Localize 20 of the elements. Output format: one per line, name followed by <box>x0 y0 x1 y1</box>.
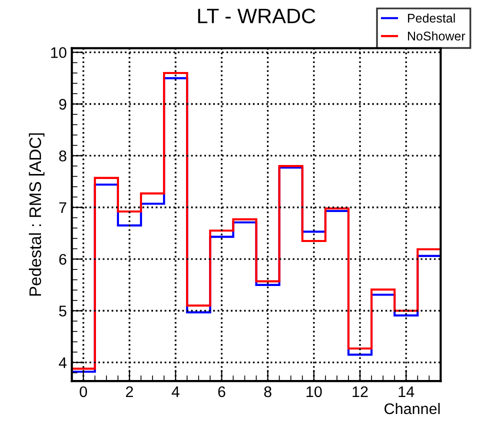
y-tick-label: 9 <box>59 98 66 110</box>
y-tick-label: 7 <box>59 202 66 213</box>
legend-label: NoShower <box>408 31 466 41</box>
x-tick-label: 12 <box>352 386 368 397</box>
chart-title: LT - WRADC <box>198 8 316 24</box>
x-tick-label: 4 <box>172 386 180 397</box>
x-tick-label: 8 <box>264 386 272 398</box>
x-tick-label: 10 <box>306 386 322 398</box>
y-tick-label: 6 <box>59 254 66 265</box>
x-tick-label: 2 <box>126 386 133 397</box>
legend-label: Pedestal <box>408 13 455 23</box>
y-axis-title: Pedestal : RMS [ADC] <box>28 133 44 296</box>
y-tick-label: 4 <box>58 357 67 368</box>
y-tick-label: 8 <box>59 150 66 162</box>
x-tick-label: 6 <box>218 386 226 398</box>
x-tick-label: 0 <box>80 386 88 398</box>
x-tick-label: 14 <box>398 386 414 397</box>
y-tick-label: 5 <box>59 306 66 316</box>
x-axis-title: Channel <box>384 402 440 414</box>
y-tick-label: 10 <box>51 47 66 58</box>
